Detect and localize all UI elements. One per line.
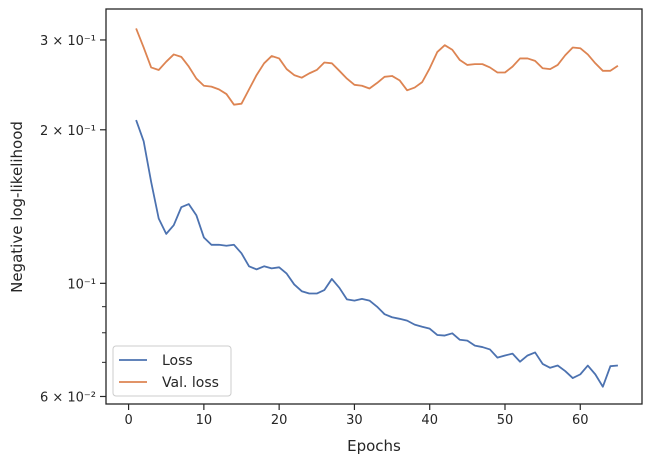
x-tick-label: 0: [124, 413, 132, 428]
x-tick-label: 40: [421, 413, 438, 428]
legend-box: [112, 345, 232, 397]
legend: Loss Val. loss: [112, 345, 232, 397]
legend-label: Val. loss: [162, 375, 219, 391]
x-axis: 0 10 20 30 40 50 60: [124, 404, 589, 428]
x-tick-label: 20: [271, 413, 288, 428]
y-tick-label: 6 × 10⁻²: [40, 390, 96, 405]
x-tick-label: 10: [196, 413, 213, 428]
x-tick-label: 50: [497, 413, 514, 428]
y-tick-label: 2 × 10⁻¹: [40, 124, 96, 139]
plot-frame: [105, 8, 643, 405]
x-tick-label: 60: [572, 413, 589, 428]
y-axis-label: Negative log-likelihood: [8, 121, 26, 293]
y-tick-label: 10⁻¹: [67, 277, 96, 292]
plot-area: [105, 8, 643, 405]
series-layer: [135, 28, 619, 388]
y-tick-label: 3 × 10⁻¹: [40, 34, 96, 49]
series-line-loss: [135, 119, 618, 388]
x-tick-label: 30: [346, 413, 363, 428]
y-axis: 6 × 10⁻² 10⁻¹ 2 × 10⁻¹ 3 × 10⁻¹: [40, 34, 106, 405]
series-line-val-loss: [135, 28, 619, 106]
x-axis-label: Epochs: [347, 437, 401, 455]
legend-label: Loss: [162, 353, 193, 369]
